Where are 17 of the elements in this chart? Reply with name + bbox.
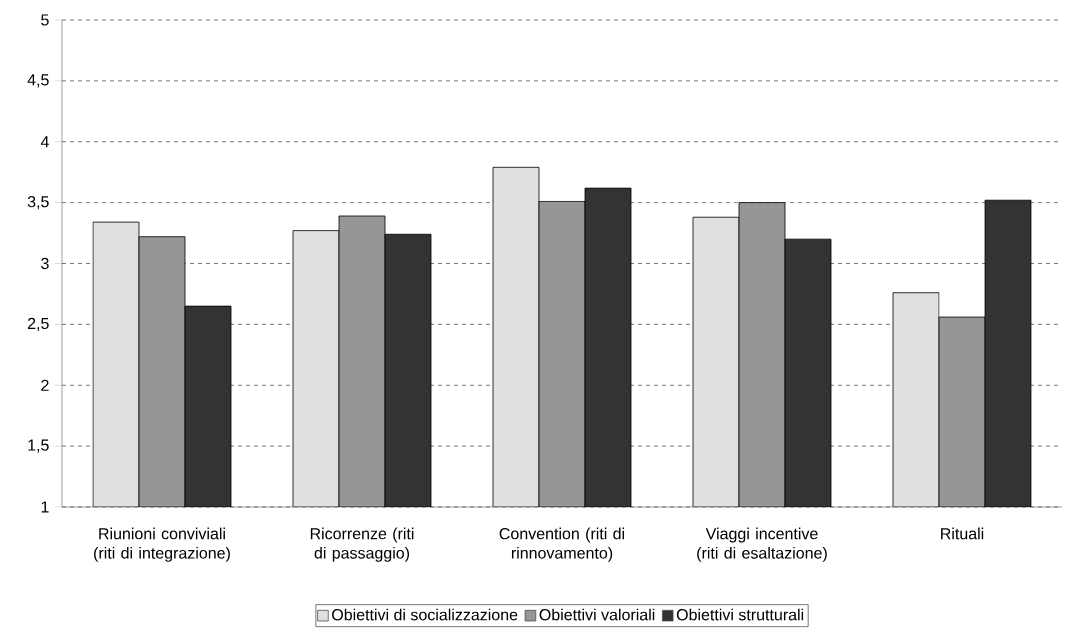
y-tick-label: 4,5 — [27, 74, 49, 88]
legend-label: Obiettivi di socializzazione — [332, 608, 518, 621]
y-tick-label: 4 — [40, 136, 49, 148]
x-tick-label: Riunioni conviviali (riti di integrazione) — [94, 527, 230, 562]
y-tick-label: 2 — [41, 379, 49, 391]
y-tick-label: 3,5 — [27, 196, 49, 210]
y-tick-label: 5 — [41, 14, 49, 26]
y-tick-label: 1,5 — [28, 439, 49, 453]
y-tick-label: 3 — [41, 257, 49, 270]
y-tick-label: 2,5 — [27, 317, 49, 331]
x-tick-label: Rituali — [941, 527, 984, 540]
x-tick-label: Ricorrenze (riti di passaggio) — [310, 527, 414, 562]
legend-label: Obiettivi valoriali — [539, 608, 655, 621]
y-tick-label: 1 — [41, 501, 49, 513]
x-tick-label: Viaggi incentive (riti di esaltazione) — [697, 527, 827, 562]
legend-label: Obiettivi strutturali — [676, 608, 804, 621]
x-tick-label: Convention (riti di rinnovamento) — [499, 527, 625, 562]
